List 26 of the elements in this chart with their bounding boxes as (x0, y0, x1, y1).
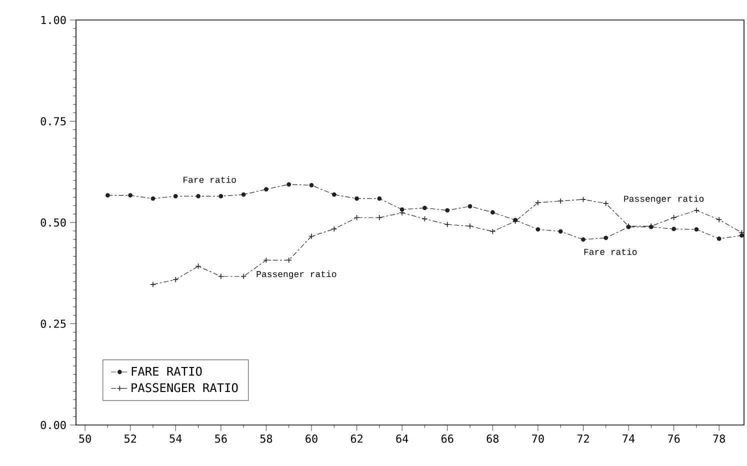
x-tick-label: 50 (79, 434, 91, 443)
y-tick-label: 1.00 (41, 16, 66, 24)
x-tick-label: 58 (260, 434, 272, 443)
annotation: Passenger ratio (256, 270, 336, 279)
x-tick-label: 54 (170, 434, 182, 443)
x-tick-label: 52 (124, 434, 136, 443)
annotation: Fare ratio (584, 248, 637, 255)
x-tick-label: 68 (486, 434, 499, 443)
x-tick-label: 78 (713, 434, 725, 443)
x-tick-label: 60 (306, 434, 318, 443)
y-tick-label: 0.25 (40, 320, 66, 328)
x-tick-label: 56 (215, 434, 227, 443)
x-tick-label: 64 (396, 434, 408, 443)
x-tick-label: 72 (577, 434, 589, 443)
x-tick-label: 74 (622, 434, 635, 442)
annotation: Fare ratio (184, 176, 236, 183)
x-tick-label: 62 (350, 434, 362, 443)
y-tick-label: 0.75 (40, 117, 66, 126)
x-tick-label: 66 (441, 434, 454, 443)
x-tick-label: 76 (668, 434, 680, 443)
x-tick-label: 70 (532, 434, 544, 443)
annotation: Passenger ratio (624, 195, 704, 204)
y-tick-label: 0.50 (40, 218, 66, 227)
y-tick-label: 0.00 (40, 420, 66, 430)
legend-label: FARE RATIO (132, 366, 202, 376)
legend-label: PASSENGER RATIO (132, 383, 238, 392)
